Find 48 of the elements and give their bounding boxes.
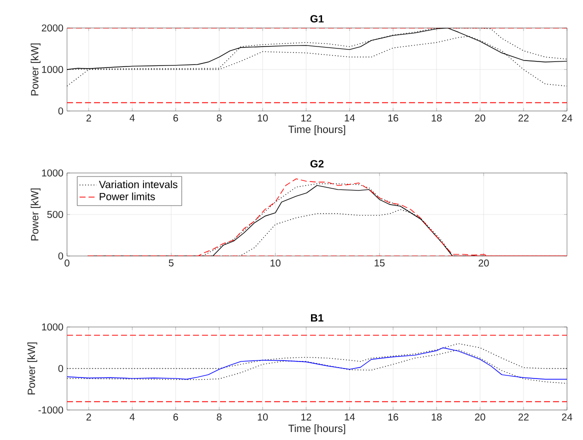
y-tick-label: 1000	[42, 169, 64, 177]
y-tick-label: 1000	[42, 323, 64, 331]
x-tick-label: 22	[518, 114, 529, 122]
y-tick-label: 1000	[42, 66, 64, 74]
x-tick-label: 10	[270, 260, 280, 267]
x-tick-label: 2	[86, 414, 92, 420]
x-tick-label: 10	[258, 414, 268, 421]
x-tick-label: 14	[344, 414, 355, 420]
y-axis-title: Power [kW]	[27, 342, 38, 394]
x-tick-label: 8	[216, 114, 222, 122]
y-tick-label: 0	[58, 364, 64, 372]
x-axis-title: Time [hours]	[288, 424, 346, 434]
x-tick-label: 16	[388, 114, 398, 122]
y-tick-label: 2000	[42, 24, 64, 32]
legend-label: Power limits	[100, 192, 155, 200]
x-tick-label: 6	[173, 414, 178, 421]
x-axis-title: Time [hours]	[288, 125, 346, 136]
x-tick-label: 10	[258, 114, 268, 122]
x-tick-label: 5	[168, 260, 174, 266]
x-tick-label: 24	[562, 414, 572, 420]
x-tick-label: 16	[388, 414, 398, 421]
chart-title: G1	[310, 15, 324, 22]
chart-title: G2	[310, 160, 324, 168]
x-tick-label: 8	[216, 414, 222, 421]
x-tick-label: 20	[475, 114, 486, 122]
chart-title: B1	[311, 314, 324, 322]
x-tick-label: 4	[130, 414, 135, 420]
legend-label: Variation intevals	[98, 180, 178, 188]
y-tick-label: -1000	[38, 406, 64, 414]
x-tick-label: 24	[562, 114, 572, 122]
x-tick-label: 0	[64, 260, 70, 267]
x-tick-label: 15	[374, 260, 385, 266]
y-axis-title: Power [kW]	[30, 44, 40, 96]
x-tick-label: 18	[432, 114, 442, 122]
y-tick-label: 0	[58, 107, 64, 115]
x-tick-label: 22	[518, 414, 529, 420]
x-tick-label: 14	[344, 114, 355, 122]
x-tick-label: 12	[301, 114, 312, 122]
y-tick-label: 0	[58, 252, 64, 260]
x-tick-label: 18	[432, 414, 442, 421]
x-tick-label: 4	[130, 114, 135, 122]
x-tick-label: 12	[301, 414, 312, 420]
x-tick-label: 6	[173, 114, 178, 122]
x-tick-label: 2	[86, 114, 92, 122]
x-tick-label: 20	[478, 260, 489, 267]
y-axis-title: Power [kW]	[30, 188, 40, 240]
x-tick-label: 20	[475, 414, 486, 421]
y-tick-label: 500	[47, 210, 64, 218]
